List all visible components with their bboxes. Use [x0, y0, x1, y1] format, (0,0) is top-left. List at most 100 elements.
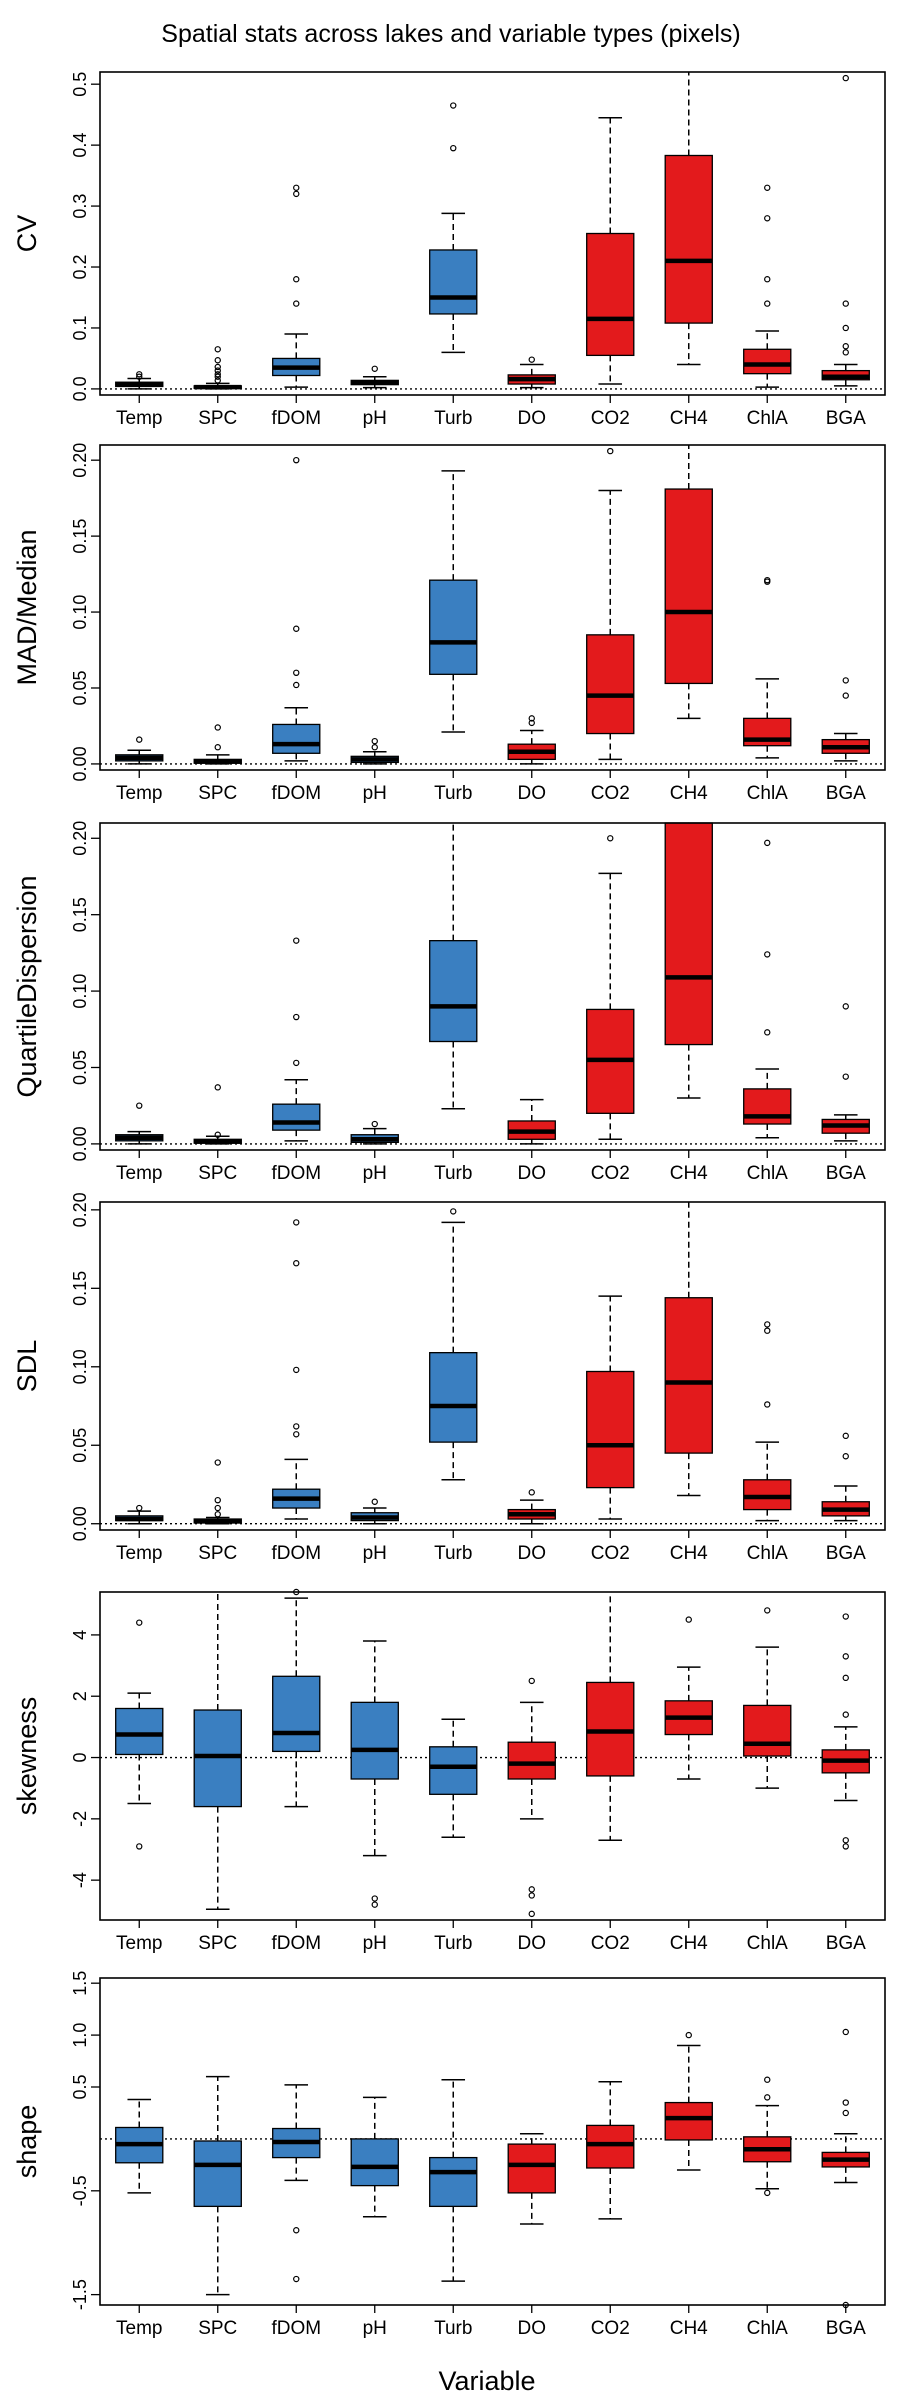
y-tick-label: 0.1 — [70, 315, 90, 340]
x-tick-label: DO — [518, 2318, 547, 2339]
outlier-point — [764, 951, 771, 958]
iqr-box — [586, 232, 635, 357]
y-tick-label: 0.5 — [70, 2074, 90, 2099]
panels: CV 0.0 0.1 0.2 0.3 0.4 0.5 Temp SPC fDOM pH Turb DO C… — [12, 71, 886, 2339]
outlier-point — [136, 1102, 143, 1109]
outlier-point — [764, 2076, 771, 2083]
y-axis-label: QuartileDispersion — [12, 875, 42, 1097]
box-CH4 — [664, 2031, 713, 2171]
box-fDOM — [272, 184, 321, 388]
outlier-point — [136, 373, 143, 380]
x-tick-label: CH4 — [670, 783, 708, 804]
outlier-point — [842, 1453, 849, 1460]
iqr-box — [429, 2156, 478, 2208]
box-fDOM — [272, 456, 321, 762]
x-tick-label: Temp — [116, 1543, 162, 1564]
iqr-box — [115, 1707, 164, 1756]
outlier-point — [371, 737, 378, 745]
box-Turb — [429, 1718, 478, 1838]
y-tick-label: 0.00 — [70, 1126, 90, 1161]
box-pH — [350, 737, 399, 765]
box-BGA — [821, 1613, 870, 1850]
box-SPC — [193, 724, 242, 765]
plot-frame — [99, 71, 886, 396]
outlier-point — [842, 1843, 849, 1850]
outlier-point — [842, 343, 849, 350]
box-Temp — [115, 2098, 164, 2194]
x-tick-label: SPC — [198, 783, 237, 804]
y-tick-label: -2 — [70, 1811, 90, 1827]
y-tick-label: 0.10 — [70, 1349, 90, 1384]
iqr-box — [664, 488, 713, 685]
iqr-box — [743, 1704, 792, 1757]
y-tick-label: 0.2 — [70, 255, 90, 280]
outlier-point — [842, 1711, 849, 1718]
x-tick-label: Temp — [116, 2318, 162, 2339]
x-tick-label: Temp — [116, 1933, 162, 1954]
outlier-point — [293, 456, 300, 464]
x-tick-label: fDOM — [271, 2318, 321, 2339]
y-tick-label: 0.00 — [70, 746, 90, 781]
outlier-point — [764, 576, 771, 584]
x-tick-label: Turb — [434, 1543, 472, 1564]
x-tick-label: CH4 — [670, 2318, 708, 2339]
x-tick-label: fDOM — [271, 1163, 321, 1184]
x-tick-label: pH — [363, 1543, 387, 1564]
box-SPC — [193, 2075, 242, 2296]
x-tick-label: fDOM — [271, 408, 321, 429]
box-CH4 — [664, 445, 713, 720]
panel-4: SDL 0.00 0.05 0.10 0.15 0.20 Temp SPC fDOM pH Turb… — [12, 1192, 886, 1564]
iqr-box — [429, 1746, 478, 1795]
x-tick-label: BGA — [826, 1163, 866, 1184]
outlier-point — [293, 1423, 300, 1430]
outlier-point — [293, 276, 300, 283]
x-tick-label: DO — [518, 408, 547, 429]
outlier-point — [293, 2227, 300, 2234]
outlier-point — [371, 1498, 378, 1505]
outlier-point — [528, 1892, 535, 1899]
box-DO — [507, 715, 556, 765]
x-tick-label: ChlA — [747, 1163, 789, 1184]
box-CO2 — [586, 1295, 635, 1520]
panel-6: shape -1.5 -0.5 0.5 1.0 1.5 Temp SPC fDOM pH Turb D… — [12, 1971, 886, 2339]
x-tick-label: SPC — [198, 1543, 237, 1564]
box-ChlA — [743, 2076, 792, 2197]
y-tick-label: 1.0 — [70, 2023, 90, 2048]
y-tick-label: 0.4 — [70, 133, 90, 158]
x-tick-label: SPC — [198, 2318, 237, 2339]
panel-1: CV 0.0 0.1 0.2 0.3 0.4 0.5 Temp SPC fDOM pH Turb DO C… — [12, 71, 886, 429]
x-tick-label: CH4 — [670, 1933, 708, 1954]
box-CH4 — [664, 72, 713, 366]
y-tick-label: 2 — [70, 1691, 90, 1701]
outlier-point — [842, 1003, 849, 1010]
panel-5: skewness -4 -2 0 2 4 Temp SPC fDOM pH Turb DO CO2 CH4… — [12, 1588, 886, 1954]
box-ChlA — [743, 184, 792, 388]
iqr-box — [272, 1675, 321, 1753]
iqr-box — [350, 2138, 399, 2187]
outlier-point — [293, 669, 300, 677]
outlier-point — [764, 1029, 771, 1036]
outlier-point — [764, 1401, 771, 1408]
x-tick-label: ChlA — [747, 1543, 789, 1564]
x-tick-label: Turb — [434, 783, 472, 804]
y-tick-label: 0.15 — [70, 1271, 90, 1306]
box-BGA — [821, 74, 870, 387]
box-BGA — [821, 1003, 870, 1142]
outlier-point — [293, 1260, 300, 1267]
y-tick-label: 0.05 — [70, 1428, 90, 1463]
y-tick-label: 1.5 — [70, 1971, 90, 1996]
x-tick-label: pH — [363, 1933, 387, 1954]
box-fDOM — [272, 937, 321, 1142]
outlier-point — [764, 1327, 771, 1334]
outlier-point — [842, 677, 849, 684]
iqr-box — [664, 2101, 713, 2141]
y-tick-label: -4 — [70, 1872, 90, 1888]
box-SPC — [193, 346, 242, 390]
outlier-point — [842, 1073, 849, 1080]
box-BGA — [821, 1432, 870, 1522]
outlier-point — [371, 1895, 378, 1902]
outlier-point — [293, 625, 300, 632]
box-CO2 — [586, 116, 635, 385]
outlier-point — [842, 1653, 849, 1660]
x-axis-label: Variable — [438, 2366, 535, 2396]
